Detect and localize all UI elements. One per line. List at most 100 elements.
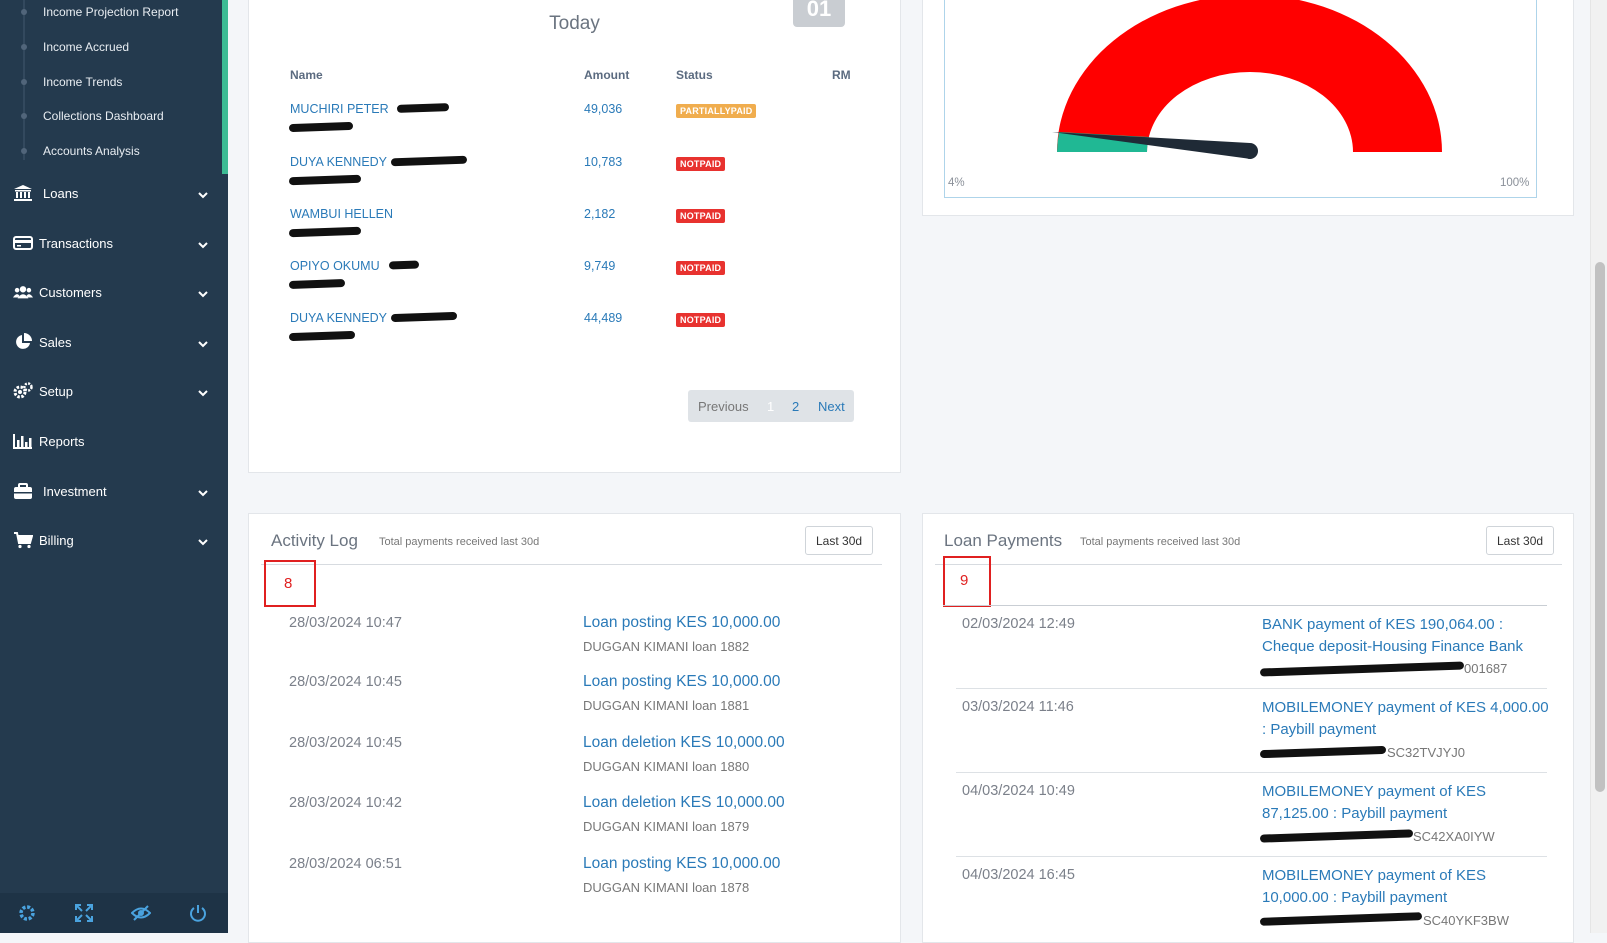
table-row-name-link[interactable]: OPIYO OKUMU xyxy=(290,259,380,273)
redacted-scribble xyxy=(288,226,362,238)
payment-reference: 001687 xyxy=(1464,661,1508,676)
today-title: Today xyxy=(549,13,600,34)
sidebar-subitem-income-accrued[interactable]: Income Accrued xyxy=(0,29,222,65)
payment-title-link[interactable]: MOBILEMONEY payment of KES 4,000.00 : Pa… xyxy=(1262,699,1549,738)
log-subtitle: DUGGAN KIMANI loan 1881 xyxy=(583,698,750,713)
log-subtitle: DUGGAN KIMANI loan 1879 xyxy=(583,819,750,834)
col-header-amount: Amount xyxy=(584,68,630,82)
col-header-status: Status xyxy=(676,68,713,82)
pagination-page-1[interactable]: 1 xyxy=(767,398,775,414)
chevron-down-icon xyxy=(198,485,208,500)
table-row-amount: 2,182 xyxy=(584,207,616,221)
divider xyxy=(261,564,882,565)
sidebar-subitem-collections-dashboard[interactable]: Collections Dashboard xyxy=(0,98,222,134)
last-30d-button[interactable]: Last 30d xyxy=(1486,526,1555,555)
sidebar-item-investment[interactable]: Investment xyxy=(0,471,222,511)
payment-date: 04/03/2024 10:49 xyxy=(962,783,1075,799)
row-divider xyxy=(956,772,1547,773)
gauge-pivot xyxy=(1242,143,1258,159)
payment-title-link[interactable]: MOBILEMONEY payment of KES 87,125.00 : P… xyxy=(1262,783,1486,822)
chevron-down-icon xyxy=(198,336,208,351)
divider xyxy=(943,605,1547,606)
sidebar-item-transactions[interactable]: Transactions xyxy=(0,223,222,263)
log-title-link[interactable]: Loan deletion KES 10,000.00 xyxy=(583,734,785,751)
page-scrollbar[interactable] xyxy=(1590,0,1607,933)
today-panel: Today 01 Name Amount Status RM MUCHIRI P… xyxy=(248,0,901,473)
annotation-marker: 8 xyxy=(264,560,316,607)
sidebar-item-sales[interactable]: Sales xyxy=(0,322,222,362)
annotation-marker-label: 9 xyxy=(960,572,969,589)
gauge-max-label: 100% xyxy=(1500,177,1530,189)
sidebar-subitem-label: Income Accrued xyxy=(43,40,130,54)
sidebar-footer xyxy=(0,893,228,933)
sidebar-item-setup[interactable]: Setup xyxy=(0,371,222,411)
table-row-name-link[interactable]: WAMBUI HELLEN xyxy=(290,207,394,221)
status-badge: NOTPAID xyxy=(676,209,726,223)
table-row-amount: 44,489 xyxy=(584,311,623,325)
power-icon[interactable] xyxy=(188,903,208,923)
activity-log-subtitle: Total payments received last 30d xyxy=(379,536,540,548)
col-header-name: Name xyxy=(290,68,323,82)
chevron-down-icon xyxy=(198,237,208,252)
scrollbar-thumb[interactable] xyxy=(1595,262,1605,792)
sidebar-item-label: Customers xyxy=(39,284,102,300)
payment-reference: SC32TVJYJ0 xyxy=(1387,745,1466,760)
sidebar-subitem-label: Collections Dashboard xyxy=(43,109,164,123)
gauge-fill-arc xyxy=(1057,0,1442,152)
sidebar-item-reports[interactable]: Reports xyxy=(0,421,222,461)
table-row-name-link[interactable]: DUYA KENNEDY xyxy=(290,155,388,169)
table-row-name-link[interactable]: DUYA KENNEDY xyxy=(290,311,388,325)
gears-icon xyxy=(13,381,33,401)
sidebar-item-billing[interactable]: Billing xyxy=(0,520,222,560)
divider xyxy=(935,564,1562,565)
table-row-amount: 49,036 xyxy=(584,102,623,116)
chevron-down-icon xyxy=(198,187,208,202)
chevron-down-icon xyxy=(198,286,208,301)
sidebar-item-label: Investment xyxy=(43,483,107,499)
payment-date: 02/03/2024 12:49 xyxy=(962,616,1075,632)
last-30d-button[interactable]: Last 30d xyxy=(805,526,874,555)
redacted-scribble xyxy=(1259,912,1423,926)
pagination-next[interactable]: Next xyxy=(818,398,845,414)
log-date: 28/03/2024 10:45 xyxy=(289,674,402,690)
log-title-link[interactable]: Loan posting KES 10,000.00 xyxy=(583,855,781,872)
col-header-rm: RM xyxy=(832,68,851,82)
count-badge: 01 xyxy=(793,0,845,27)
log-date: 28/03/2024 06:51 xyxy=(289,856,402,872)
hide-icon[interactable] xyxy=(131,903,151,923)
settings-icon[interactable] xyxy=(17,903,37,923)
row-divider xyxy=(956,856,1547,857)
gauge-chart: 4% 100% xyxy=(944,0,1537,198)
fullscreen-icon[interactable] xyxy=(74,903,94,923)
sidebar-item-label: Loans xyxy=(43,185,79,201)
payment-date: 04/03/2024 16:45 xyxy=(962,867,1075,883)
log-title-link[interactable]: Loan posting KES 10,000.00 xyxy=(583,673,781,690)
cart-icon xyxy=(13,530,33,550)
log-subtitle: DUGGAN KIMANI loan 1878 xyxy=(583,880,750,895)
payment-title-link[interactable]: BANK payment of KES 190,064.00 : Cheque … xyxy=(1262,616,1523,655)
redacted-scribble xyxy=(396,103,450,113)
sidebar-subitem-income-trends[interactable]: Income Trends xyxy=(0,64,222,100)
log-subtitle: DUGGAN KIMANI loan 1880 xyxy=(583,759,750,774)
redacted-scribble xyxy=(288,174,362,186)
table-row-amount: 9,749 xyxy=(584,259,616,273)
log-title-link[interactable]: Loan posting KES 10,000.00 xyxy=(583,614,781,631)
gauge-panel: 4% 100% xyxy=(922,0,1574,216)
redacted-scribble xyxy=(288,121,354,133)
sidebar-subitem-income-projection-report[interactable]: Income Projection Report xyxy=(0,0,222,30)
log-date: 28/03/2024 10:47 xyxy=(289,615,402,631)
sidebar-item-customers[interactable]: Customers xyxy=(0,272,222,312)
pagination-previous[interactable]: Previous xyxy=(698,398,749,414)
sidebar-active-accent xyxy=(222,0,228,174)
payment-title-link[interactable]: MOBILEMONEY payment of KES 10,000.00 : P… xyxy=(1262,867,1486,906)
sidebar-item-label: Reports xyxy=(39,433,85,449)
sidebar-item-loans[interactable]: Loans xyxy=(0,173,222,213)
log-title-link[interactable]: Loan deletion KES 10,000.00 xyxy=(583,794,785,811)
sidebar-subitem-accounts-analysis[interactable]: Accounts Analysis xyxy=(0,133,222,169)
pagination-page-2[interactable]: 2 xyxy=(792,398,800,414)
activity-log-title: Activity Log xyxy=(271,531,358,550)
table-row-name-link[interactable]: MUCHIRI PETER xyxy=(290,102,389,116)
sidebar-item-label: Billing xyxy=(39,532,74,548)
redacted-scribble xyxy=(1259,661,1465,677)
status-badge: PARTIALLYPAID xyxy=(676,104,757,118)
